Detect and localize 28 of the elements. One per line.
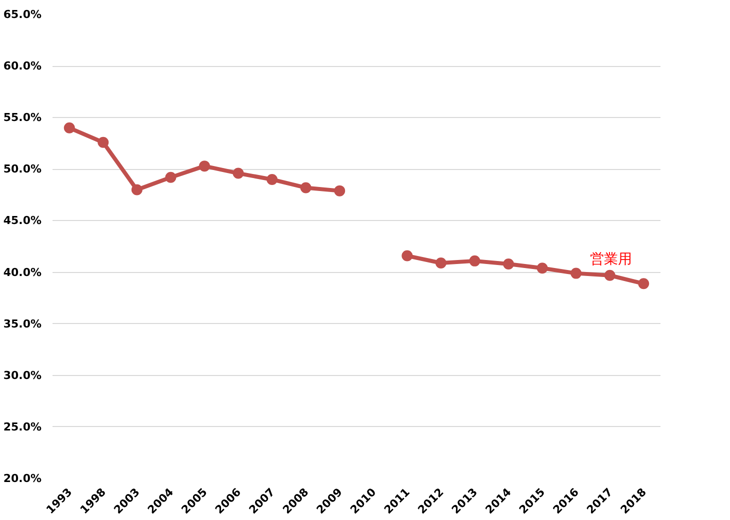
point [266, 174, 278, 185]
point [131, 184, 142, 196]
point [435, 258, 446, 268]
point [469, 255, 480, 266]
point [232, 168, 244, 179]
point [300, 182, 312, 194]
point [638, 278, 650, 290]
point [165, 172, 176, 183]
point [334, 185, 346, 196]
y-tick-label: 35.0% [3, 317, 42, 330]
point [402, 250, 413, 262]
y-tick-label: 50.0% [3, 162, 42, 176]
point [98, 136, 109, 148]
y-tick-label: 30.0% [3, 368, 42, 382]
point [570, 268, 582, 279]
point [536, 262, 548, 274]
point [604, 270, 616, 281]
y-tick-label: 65.0% [3, 8, 42, 21]
y-tick-label: 45.0% [3, 214, 42, 228]
point [503, 258, 514, 270]
y-tick-label: 40.0% [3, 266, 42, 279]
point [199, 160, 210, 172]
y-tick-label: 60.0% [3, 60, 42, 73]
y-tick-label: 20.0% [3, 472, 42, 485]
point [64, 122, 75, 134]
series-label: 営業用 [590, 251, 632, 268]
y-tick-label: 25.0% [3, 420, 42, 434]
y-tick-label: 55.0% [3, 111, 42, 124]
